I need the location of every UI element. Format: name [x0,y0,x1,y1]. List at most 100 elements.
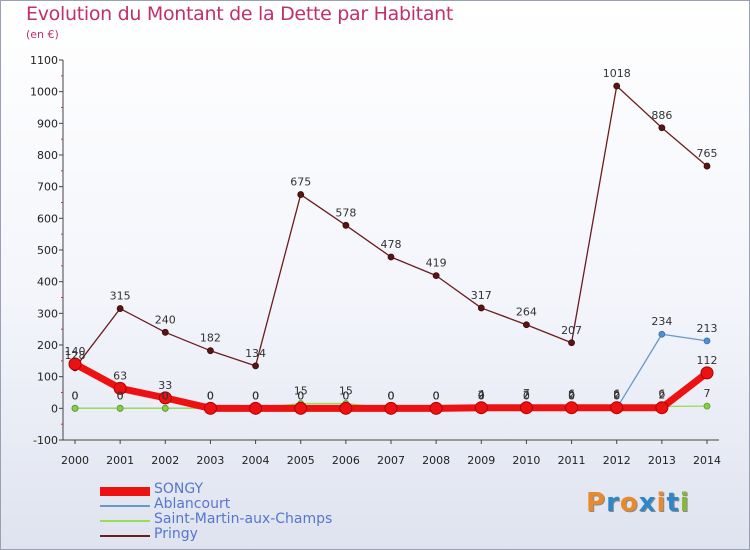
proxiti-logo: Proxiti [586,488,690,518]
data-point [203,401,217,415]
data-point [68,357,82,371]
data-label: 0 [523,389,530,402]
data-label: 6 [613,387,620,400]
data-point [249,401,263,415]
data-point [429,401,443,415]
data-point [297,191,305,198]
data-label: 207 [561,324,582,337]
data-point [432,272,440,280]
data-point [294,401,308,415]
data-label: 0 [252,389,259,402]
data-label: 7 [704,387,711,400]
data-label: 0 [252,389,259,402]
x-tick-label: 2002 [151,454,179,467]
data-label: 2 [523,389,530,402]
x-tick-label: 2010 [512,454,540,467]
data-point [565,401,579,415]
data-label: 234 [651,315,672,328]
data-label: 0 [388,389,395,402]
logo-letter: P [586,488,607,518]
y-tick-label: 100 [37,371,58,384]
x-tick-label: 2009 [467,454,495,467]
logo-letter: t [666,488,680,518]
data-point [523,321,530,329]
data-label: 0 [207,389,214,402]
data-point [161,328,169,336]
legend-label: Pringy [154,526,198,542]
logo-letter: o [619,488,639,518]
logo-letter: x [638,488,657,518]
data-label: 0 [433,389,440,402]
data-label: 240 [155,313,176,326]
legend-swatch [100,535,150,537]
y-tick-label: 700 [37,181,58,194]
data-point [655,401,669,415]
data-label: 213 [697,322,718,335]
data-point [568,339,575,347]
data-label: 317 [471,289,492,302]
data-label: 0 [297,389,304,402]
data-point [339,401,353,415]
y-tick-label: 500 [37,244,58,257]
legend-item: Ablancourt [100,496,420,513]
data-label: 0 [297,389,304,402]
data-point [703,337,711,345]
legend-item: SONGY [100,481,420,498]
data-label: 0 [207,389,214,402]
data-label: 0 [342,389,349,402]
data-label: 0 [433,389,440,402]
data-label: 0 [252,389,259,402]
data-label: 2 [658,389,665,402]
legend-label: Saint-Martin-aux-Champs [154,511,333,527]
data-label: 0 [162,389,169,402]
data-label: 0 [388,389,395,402]
legend-label: SONGY [154,481,204,497]
data-point [113,381,127,395]
data-label: 0 [72,389,79,402]
data-point [387,253,395,261]
x-tick-label: 2000 [61,454,89,467]
data-point [658,330,666,338]
data-label: 675 [290,176,311,189]
x-tick-label: 2006 [332,454,360,467]
data-point [384,401,398,415]
x-tick-label: 2011 [558,454,586,467]
y-tick-label: -100 [33,434,58,447]
x-tick-label: 2005 [287,454,315,467]
data-label: 15 [294,385,308,398]
data-label: 4 [478,388,485,401]
x-tick-label: 2013 [648,454,676,467]
x-tick-label: 2012 [603,454,631,467]
data-label: 0 [117,389,124,402]
x-tick-label: 2014 [693,454,721,467]
data-label: 0 [568,389,575,402]
x-tick-label: 2003 [196,454,224,467]
legend-item: Pringy [100,526,420,543]
data-label: 264 [516,306,537,319]
x-tick-label: 2001 [106,454,134,467]
data-label: 0 [162,389,169,402]
data-point [703,162,711,170]
data-label: 0 [388,389,395,402]
data-label: 0 [478,389,485,402]
chart-legend: SONGY Ablancourt Saint-Martin-aux-Champs Pr… [100,481,420,543]
data-point [613,82,621,90]
y-tick-label: 900 [37,117,58,130]
data-label: 0 [342,389,349,402]
y-tick-label: 300 [37,307,58,320]
data-label: 2 [568,389,575,402]
data-label: 140 [65,345,86,358]
data-label: 134 [245,347,266,360]
data-label: 315 [110,290,131,303]
data-label: 112 [697,354,718,367]
data-label: 128 [65,349,86,362]
y-tick-label: 400 [37,276,58,289]
data-label: 419 [426,257,447,270]
data-label: 15 [339,385,353,398]
legend-item: Saint-Martin-aux-Champs [100,511,420,528]
data-label: 0 [433,389,440,402]
x-tick-label: 2008 [422,454,450,467]
data-label: 578 [335,206,356,219]
